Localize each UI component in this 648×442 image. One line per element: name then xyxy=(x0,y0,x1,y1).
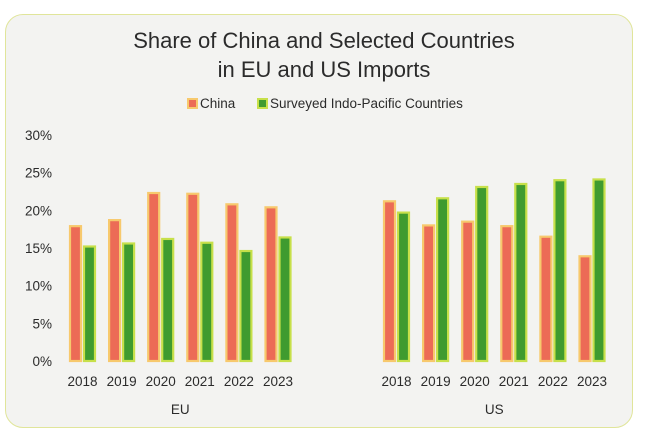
legend-label-indo-pacific: Surveyed Indo-Pacific Countries xyxy=(270,96,463,111)
x-tick-label: 2019 xyxy=(421,374,451,389)
y-tick-label: 0% xyxy=(32,354,52,369)
bar-eu-indo-pacific-2022 xyxy=(239,249,253,363)
legend-label-china: China xyxy=(200,96,236,111)
bar-eu-china-2019 xyxy=(107,219,122,363)
legend-swatch-china xyxy=(187,98,198,109)
chart-title: Share of China and Selected Countries in… xyxy=(133,28,515,82)
bar-eu-china-2018 xyxy=(68,225,83,363)
bar-us-china-2021 xyxy=(500,225,514,363)
bar-eu-indo-pacific-2020 xyxy=(161,237,175,363)
x-tick-label: 2021 xyxy=(185,374,215,389)
x-tick-label: 2018 xyxy=(381,374,411,389)
y-tick-label: 25% xyxy=(25,166,52,181)
bar-eu-china-2020 xyxy=(147,191,161,363)
x-tick-label: 2020 xyxy=(460,374,490,389)
legend: China Surveyed Indo-Pacific Countries xyxy=(187,96,463,111)
bar-us-indo-pacific-2018 xyxy=(396,211,411,363)
y-tick-label: 20% xyxy=(25,203,52,218)
bar-eu-indo-pacific-2021 xyxy=(200,241,214,363)
bar-eu-indo-pacific-2018 xyxy=(82,245,97,363)
bar-us-indo-pacific-2022 xyxy=(553,179,567,363)
bar-eu-china-2022 xyxy=(225,203,239,363)
bar-us-indo-pacific-2020 xyxy=(475,185,489,363)
bar-us-indo-pacific-2019 xyxy=(436,197,450,363)
group-label-us: US xyxy=(485,402,504,417)
y-tick-label: 5% xyxy=(32,316,52,331)
bar-us-china-2022 xyxy=(539,235,553,363)
bar-us-china-2020 xyxy=(461,220,475,363)
x-tick-label: 2019 xyxy=(107,374,137,389)
x-tick-label: 2023 xyxy=(577,374,607,389)
x-tick-label: 2020 xyxy=(146,374,176,389)
y-tick-label: 15% xyxy=(25,241,52,256)
bars xyxy=(68,178,606,363)
bar-us-indo-pacific-2021 xyxy=(514,182,528,363)
y-axis: 30% 25% 20% 15% 10% 5% 0% xyxy=(25,128,52,369)
bar-eu-china-2023 xyxy=(264,206,278,363)
bar-us-china-2019 xyxy=(422,224,436,363)
chart-title-line-1: Share of China and Selected Countries xyxy=(133,28,515,53)
x-axis: 2018 2019 2020 2021 2022 2023 EU 2018 2019 2020 20… xyxy=(67,374,607,417)
x-tick-label: 2022 xyxy=(538,374,568,389)
x-tick-label: 2023 xyxy=(263,374,293,389)
y-tick-label: 30% xyxy=(25,128,52,143)
chart-title-line-2: in EU and US Imports xyxy=(218,57,431,82)
x-tick-label: 2021 xyxy=(499,374,529,389)
bar-us-china-2018 xyxy=(382,200,397,363)
x-tick-label: 2022 xyxy=(224,374,254,389)
bar-us-china-2023 xyxy=(578,255,592,363)
group-label-eu: EU xyxy=(171,402,190,417)
bar-eu-indo-pacific-2023 xyxy=(278,236,292,363)
legend-swatch-indo-pacific xyxy=(257,98,268,109)
bar-eu-indo-pacific-2019 xyxy=(121,242,136,363)
y-tick-label: 10% xyxy=(25,279,52,294)
bar-eu-china-2021 xyxy=(186,192,200,363)
x-tick-label: 2018 xyxy=(67,374,97,389)
bar-us-indo-pacific-2023 xyxy=(592,178,606,363)
